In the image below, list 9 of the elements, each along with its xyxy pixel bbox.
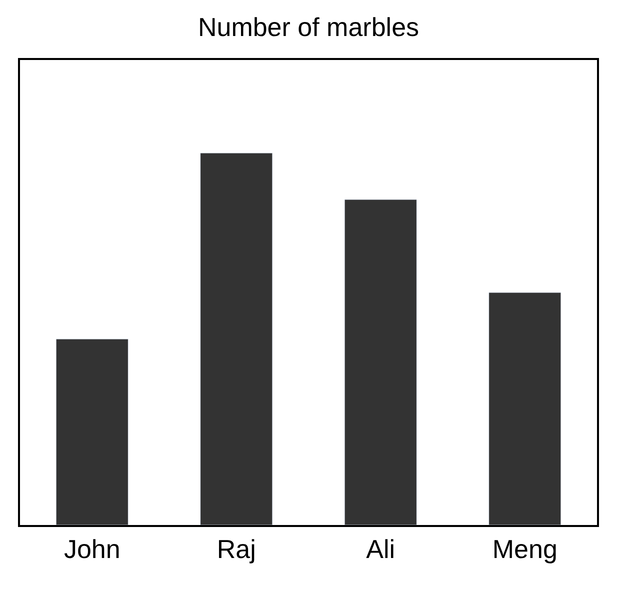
x-tick-label: Raj xyxy=(216,534,256,564)
bar xyxy=(200,152,273,525)
bar xyxy=(56,338,128,525)
bar xyxy=(488,292,562,525)
x-tick-label: John xyxy=(64,534,120,564)
bar xyxy=(344,199,417,525)
chart-title: Number of marbles xyxy=(198,12,420,42)
x-tick-label: Meng xyxy=(492,534,558,564)
x-tick-label: Ali xyxy=(366,534,396,564)
